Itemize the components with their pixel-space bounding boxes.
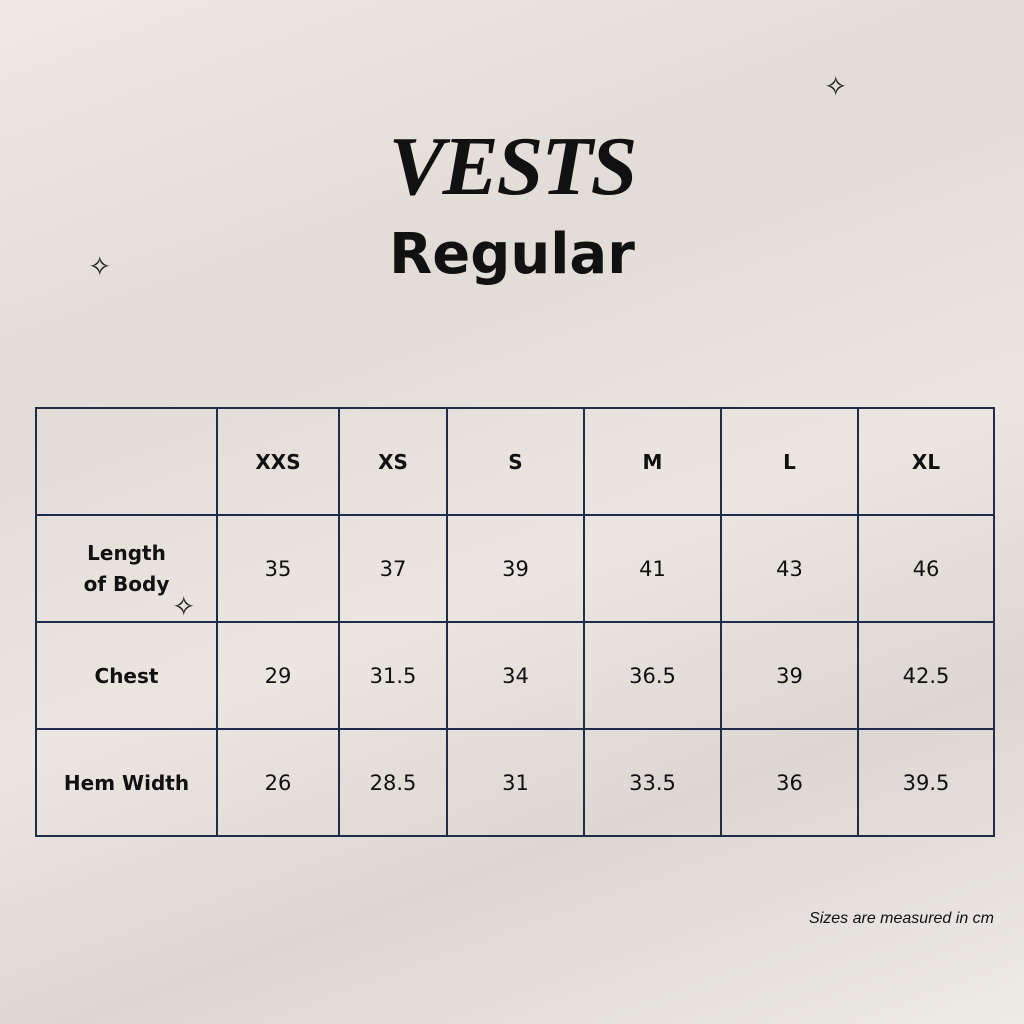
measurement-note: Sizes are measured in cm <box>809 910 994 927</box>
table-row: Length of Body 35 37 39 41 43 46 <box>35 514 995 623</box>
cell: 26 <box>216 728 340 837</box>
sparkle-icon: ✧ <box>172 591 196 622</box>
row-label: Chest <box>35 621 218 730</box>
cell: 41 <box>583 514 722 623</box>
cell: 36.5 <box>583 621 722 730</box>
cell: 39 <box>720 621 859 730</box>
header-cell: S <box>446 407 585 516</box>
header-cell: L <box>720 407 859 516</box>
cell: 46 <box>857 514 995 623</box>
cell: 31.5 <box>338 621 448 730</box>
cell: 35 <box>216 514 340 623</box>
cell: 37 <box>338 514 448 623</box>
header-cell: XS <box>338 407 448 516</box>
sparkle-icon: ✧ <box>88 251 112 282</box>
table-row: Chest 29 31.5 34 36.5 39 42.5 <box>35 621 995 730</box>
subtitle: Regular <box>389 222 635 287</box>
title: VESTS <box>388 120 638 213</box>
header-cell: XL <box>857 407 995 516</box>
cell: 29 <box>216 621 340 730</box>
header-cell: XXS <box>216 407 340 516</box>
sparkle-icon: ✧ <box>824 71 848 102</box>
cell: 39.5 <box>857 728 995 837</box>
table-row: Hem Width 26 28.5 31 33.5 36 39.5 <box>35 728 995 837</box>
cell: 31 <box>446 728 585 837</box>
cell: 28.5 <box>338 728 448 837</box>
header-cell: M <box>583 407 722 516</box>
cell: 43 <box>720 514 859 623</box>
header-cell <box>35 407 218 516</box>
cell: 34 <box>446 621 585 730</box>
cell: 36 <box>720 728 859 837</box>
row-label: Hem Width <box>35 728 218 837</box>
cell: 39 <box>446 514 585 623</box>
row-label: Length of Body <box>35 514 218 623</box>
header-row: XXS XS S M L XL <box>35 407 995 516</box>
cell: 42.5 <box>857 621 995 730</box>
cell: 33.5 <box>583 728 722 837</box>
size-table: XXS XS S M L XL Length of Body 35 37 39 … <box>35 407 995 837</box>
